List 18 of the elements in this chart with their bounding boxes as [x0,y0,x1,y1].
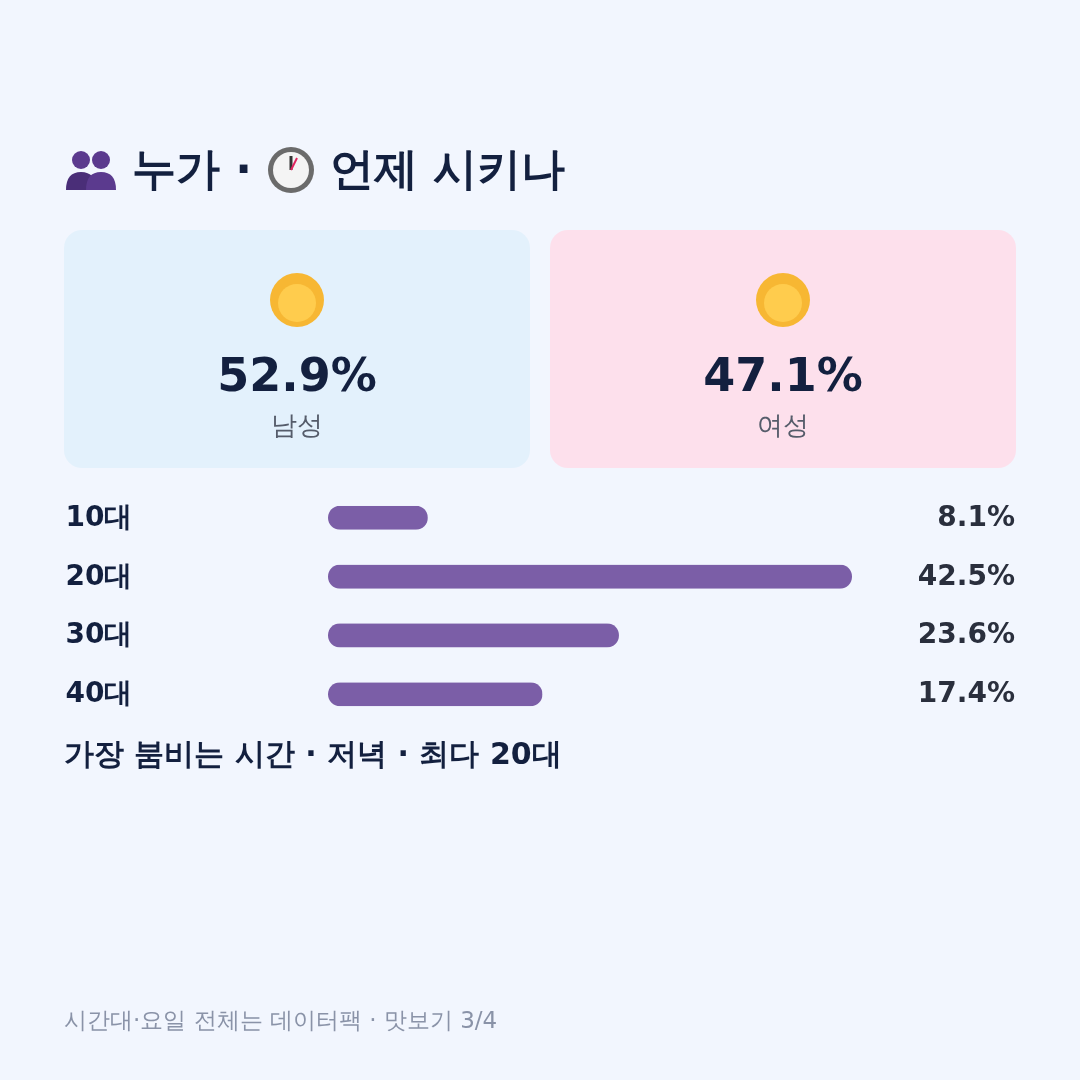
bar [328,623,619,648]
y-tick-label: 20대 [65,558,133,592]
y-tick-label: 10대 [65,499,133,533]
text: 52.9% [217,348,377,402]
text: 가장 붐비는 시간 · 저녁 · 최다 20대 [64,735,562,773]
bar [328,564,852,589]
category-label: 여성 [756,409,810,442]
bar [328,682,543,707]
data-label: 17.4% [917,676,1015,710]
chart-title: 누가 · 언제 시키나 [132,143,566,194]
y-tick-label: 30대 [65,617,133,651]
data-label: 8.1% [937,499,1015,533]
text: 시간대·요일 전체는 데이터팩 · 맛보기 3/4 [64,1006,498,1035]
text: 47.1% [703,348,863,402]
category-label: 남성 [270,409,324,442]
data-label: 23.6% [917,617,1015,651]
data-label: 42.5% [917,558,1015,592]
y-tick-label: 40대 [65,676,133,710]
